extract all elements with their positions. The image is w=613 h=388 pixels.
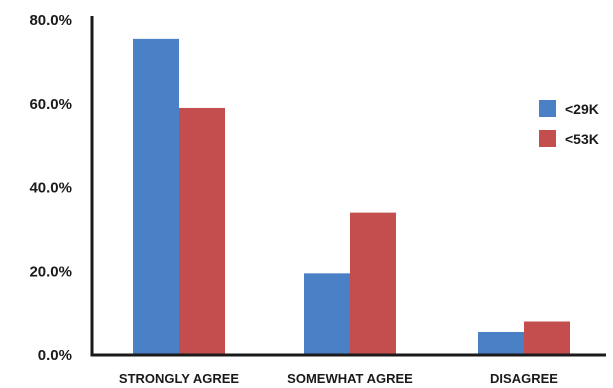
legend: <29K <53K <box>539 100 599 147</box>
y-tick-label: 0.0% <box>38 347 72 364</box>
bar-under-29k-0 <box>133 38 179 355</box>
y-tick-label: 80.0% <box>29 12 72 29</box>
y-tick-label: 20.0% <box>29 263 72 280</box>
category-label: STRONGLY AGREE <box>119 371 239 386</box>
bar-under-29k-2 <box>478 331 524 355</box>
category-label: SOMEWHAT AGREE <box>287 371 413 386</box>
bar-under-29k-1 <box>304 273 350 355</box>
category-labels: STRONGLY AGREE SOMEWHAT AGREE DISAGREE <box>119 371 558 386</box>
category-label: DISAGREE <box>490 371 558 386</box>
legend-label: <29K <box>565 101 599 117</box>
legend-swatch <box>539 130 556 147</box>
legend-label: <53K <box>565 131 599 147</box>
y-axis-ticks: 0.0% 20.0% 40.0% 60.0% 80.0% <box>29 12 72 364</box>
bar-under-53k-0 <box>179 107 225 355</box>
legend-swatch <box>539 100 556 117</box>
bar-under-53k-2 <box>524 321 570 355</box>
bars <box>133 38 570 355</box>
y-tick-label: 60.0% <box>29 96 72 113</box>
bar-under-53k-1 <box>350 212 396 355</box>
y-tick-label: 40.0% <box>29 180 72 197</box>
